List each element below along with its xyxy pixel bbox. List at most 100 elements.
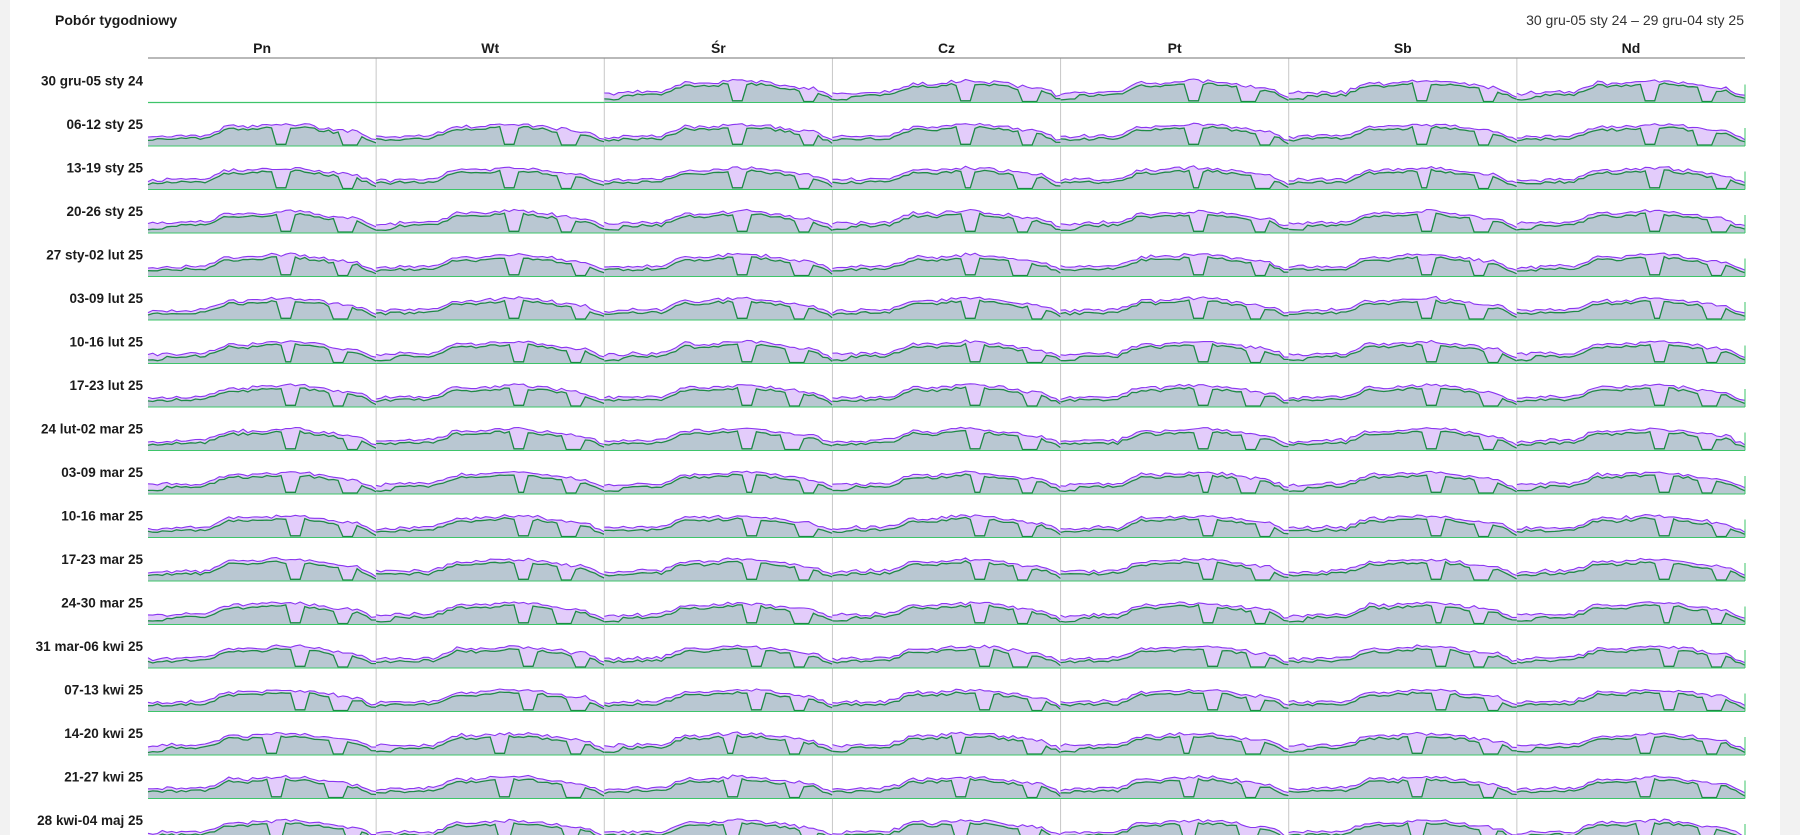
gray-area-w10-d5 — [1288, 518, 1517, 538]
green-line-w15-d2 — [604, 734, 833, 755]
green-line-w11-d2 — [604, 560, 833, 581]
purple-line-w6-d1 — [375, 340, 605, 358]
gray-area-w9-d5 — [1288, 475, 1517, 494]
purple-line-w13-d4 — [1060, 645, 1289, 663]
green-line-w6-d6 — [1516, 344, 1746, 364]
purple-line-w5-d2 — [604, 296, 833, 316]
green-line-w6-d0 — [147, 343, 377, 364]
purple-line-w12-d1 — [375, 601, 605, 620]
purple-line-w10-d5 — [1288, 514, 1518, 534]
day-label-0: Pn — [253, 40, 271, 56]
green-line-w8-d6 — [1516, 430, 1746, 451]
purple-line-w7-d0 — [147, 383, 377, 403]
purple-line-w6-d6 — [1516, 340, 1746, 359]
green-line-w12-d3 — [832, 603, 1062, 625]
purple-line-w9-d2 — [604, 470, 833, 488]
green-line-w9-d4 — [1060, 474, 1289, 494]
gray-area-w16-d1 — [376, 778, 605, 799]
gray-area-w8-d4 — [1060, 431, 1289, 451]
week-label-7: 17-23 lut 25 — [69, 378, 143, 393]
green-line-w8-d2 — [604, 430, 833, 451]
gray-area-w4-d6 — [1516, 256, 1745, 277]
green-line-w4-d1 — [375, 257, 605, 277]
gray-area-w12-d1 — [376, 604, 605, 625]
purple-line-w9-d1 — [375, 470, 605, 488]
purple-line-w5-d5 — [1288, 295, 1518, 316]
green-line-w9-d3 — [832, 473, 1061, 494]
day-label-1: Wt — [481, 40, 499, 56]
gray-area-w7-d3 — [832, 387, 1061, 407]
gray-area-w10-d0 — [148, 518, 377, 538]
purple-line-w2-d1 — [375, 166, 605, 183]
gray-area-w11-d4 — [1060, 561, 1289, 581]
green-line-w12-d2 — [604, 604, 833, 625]
green-line-w9-d6 — [1516, 474, 1746, 494]
week-label-8: 24 lut-02 mar 25 — [41, 422, 144, 437]
week-label-11: 17-23 mar 25 — [61, 552, 143, 567]
gray-area-w1-d2 — [604, 127, 833, 146]
purple-line-w8-d1 — [376, 426, 605, 445]
green-line-w7-d4 — [1060, 386, 1289, 407]
green-line-w16-d1 — [376, 777, 605, 799]
green-line-w10-d2 — [604, 517, 833, 538]
green-line-w8-d0 — [147, 430, 377, 451]
green-line-w10-d4 — [1060, 517, 1289, 538]
green-line-w5-d5 — [1288, 299, 1518, 320]
purple-line-w1-d4 — [1060, 122, 1289, 141]
gray-area-w9-d6 — [1516, 475, 1745, 494]
purple-line-w4-d6 — [1516, 252, 1746, 271]
green-line-w14-d4 — [1060, 691, 1289, 712]
purple-line-w14-d0 — [147, 689, 377, 706]
purple-line-w4-d5 — [1288, 253, 1518, 271]
purple-line-w16-d4 — [1060, 774, 1289, 794]
green-line-w1-d6 — [1516, 126, 1746, 146]
green-line-w4-d6 — [1516, 255, 1746, 277]
week-label-14: 07-13 kwi 25 — [64, 683, 143, 698]
green-line-w8-d3 — [832, 429, 1061, 451]
purple-line-w15-d4 — [1060, 731, 1289, 751]
green-line-w7-d5 — [1288, 386, 1518, 407]
gray-area-w3-d4 — [1060, 214, 1289, 233]
purple-line-w6-d0 — [147, 340, 377, 358]
purple-line-w11-d4 — [1060, 557, 1289, 576]
green-line-w13-d0 — [147, 647, 377, 668]
green-line-w4-d0 — [147, 256, 377, 277]
green-line-w12-d6 — [1516, 604, 1746, 625]
purple-line-w1-d0 — [147, 123, 377, 141]
purple-line-w8-d0 — [147, 426, 377, 446]
green-line-w1-d3 — [832, 125, 1061, 146]
green-line-w10-d1 — [375, 517, 605, 538]
green-line-w17-d4 — [1064, 822, 1282, 835]
green-line-w16-d5 — [1288, 778, 1517, 799]
purple-line-w12-d4 — [1060, 601, 1289, 619]
green-line-w3-d4 — [1060, 214, 1289, 233]
purple-line-w12-d3 — [832, 601, 1061, 621]
purple-line-w16-d6 — [1516, 774, 1746, 794]
purple-line-w5-d0 — [147, 296, 377, 315]
green-line-w14-d3 — [832, 691, 1062, 712]
gray-area-w5-d1 — [376, 300, 605, 320]
day-label-4: Pt — [1168, 40, 1182, 56]
day-label-6: Nd — [1622, 40, 1641, 56]
purple-line-w1-d6 — [1516, 123, 1746, 141]
purple-line-w16-d3 — [832, 775, 1062, 795]
gray-area-w16-d5 — [1288, 778, 1517, 799]
green-line-w1-d4 — [1060, 125, 1289, 146]
green-line-w11-d0 — [147, 560, 377, 581]
green-line-w9-d1 — [376, 474, 605, 494]
gray-area-w13-d1 — [376, 648, 605, 668]
purple-line-w7-d4 — [1060, 383, 1289, 402]
purple-line-w1-d5 — [1288, 123, 1518, 141]
green-line-w2-d4 — [1060, 169, 1290, 190]
green-line-w5-d6 — [1516, 299, 1746, 320]
green-line-w7-d6 — [1516, 386, 1746, 407]
gray-area-w5-d0 — [148, 300, 377, 320]
green-line-w3-d1 — [376, 212, 605, 233]
gray-area-w17-d5 — [1291, 823, 1507, 835]
gray-area-w4-d1 — [376, 258, 605, 277]
gray-area-w15-d1 — [376, 735, 605, 755]
gray-area-w13-d0 — [148, 648, 377, 668]
gray-area-w3-d0 — [148, 213, 377, 233]
gray-area-w6-d0 — [148, 343, 377, 364]
